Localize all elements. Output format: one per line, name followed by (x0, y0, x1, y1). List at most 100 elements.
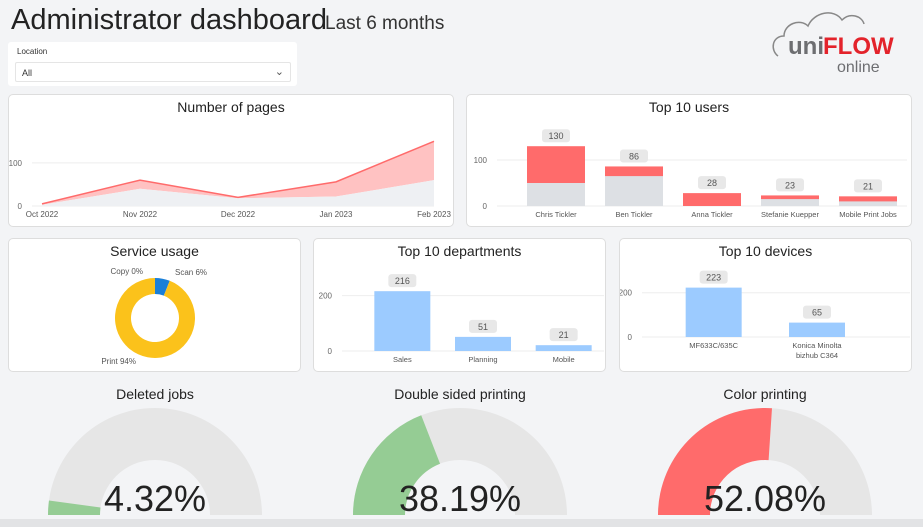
data-label-bg (854, 179, 882, 193)
x-tick-label: Mobile Print Jobs (839, 210, 897, 219)
gauge-value: 52.08% (704, 478, 826, 519)
slice-1 (155, 278, 170, 296)
gauge-fill (353, 415, 441, 515)
x-tick-label: Chris Tickler (535, 210, 577, 219)
data-label-bg (698, 176, 726, 190)
card-title: Top 10 departments (397, 243, 522, 259)
bar-base (761, 199, 819, 206)
x-tick-label: Jan 2023 (320, 210, 353, 219)
number-of-pages-chart: 0 100 Oct 2022 Nov 2022 Dec 2022 Jan 2023 Feb … (9, 140, 451, 219)
card-title: Top 10 devices (718, 243, 813, 259)
card-title: Service usage (110, 243, 199, 259)
data-label-bg (388, 274, 417, 288)
gauge-track (48, 408, 262, 515)
x-tick-label: Oct 2022 (26, 210, 59, 219)
bar-base (839, 201, 897, 206)
x-tick-label: MF633C/635C (689, 341, 738, 350)
bar (789, 322, 845, 337)
horizontal-scrollbar[interactable] (0, 519, 923, 527)
data-label-bg (776, 178, 804, 192)
data-label: 216 (395, 276, 410, 286)
x-tick-label: bizhub C364 (796, 351, 838, 360)
top-users-chart: 0 100 130 Chris Tickler 86 Ben Tickler 28 Anna … (474, 129, 907, 219)
gauge-value: 38.19% (399, 478, 521, 519)
top-devices-card: Top 10 devices 0 200 223 MF633C/635C 65 Konic… (619, 238, 912, 372)
data-label-bg (469, 319, 497, 333)
data-label: 51 (478, 322, 488, 332)
slice-label: Copy 0% (111, 267, 143, 276)
x-tick-label: Konica Minolta (792, 341, 842, 350)
gauges: 4.32% 38.19% 52.08% (48, 408, 872, 519)
y-tick-label: 100 (474, 156, 488, 165)
gauge-value: 4.32% (104, 478, 206, 519)
data-label-bg (699, 270, 728, 284)
location-select[interactable]: All ⌄ (15, 62, 291, 82)
y-tick-label: 0 (18, 202, 23, 211)
data-label-bg (542, 129, 570, 143)
y-tick-label: 200 (319, 292, 333, 301)
top-users-card: Top 10 users 0 100 130 Chris Tickler 86 Ben T… (466, 94, 912, 227)
bar-base (605, 176, 663, 206)
top-devices-chart: 0 200 223 MF633C/635C 65 Konica Minoltabizhub… (620, 270, 910, 360)
x-tick-label: Nov 2022 (123, 210, 158, 219)
location-value: All (22, 68, 33, 78)
slice-label: Print 94% (101, 357, 136, 366)
bar-base (527, 183, 585, 206)
location-label: Location (17, 47, 48, 56)
chevron-down-icon: ⌄ (274, 66, 284, 78)
logo-flow: FLOW (823, 33, 894, 60)
x-tick-label: Anna Tickler (691, 210, 733, 219)
data-label: 86 (629, 151, 639, 161)
gauge-fill (658, 408, 772, 515)
x-tick-label: Mobile (553, 355, 575, 364)
bar (683, 193, 741, 206)
data-label: 65 (812, 308, 822, 318)
card-title: Top 10 users (648, 99, 730, 115)
uniflow-logo: uni FLOW online (772, 12, 894, 76)
x-tick-label: Feb 2023 (417, 210, 451, 219)
page-subtitle: Last 6 months (325, 13, 445, 34)
x-tick-label: Ben Tickler (615, 210, 653, 219)
service-usage-card: Service usage Copy 0% Scan 6% Print 94% (8, 238, 301, 372)
logo-online: online (837, 59, 880, 76)
data-label: 21 (559, 330, 569, 340)
top-departments-chart: 0 200 216 Sales 51 Planning 21 Mobile (319, 274, 604, 364)
deleted-jobs-title: Deleted jobs (116, 386, 194, 402)
x-tick-label: Planning (468, 355, 497, 364)
slice-2 (115, 278, 195, 358)
data-label: 28 (707, 178, 717, 188)
x-tick-label: Sales (393, 355, 412, 364)
area-base (42, 180, 434, 206)
bar (685, 287, 742, 337)
data-label-bg (803, 305, 831, 319)
number-of-pages-card: Number of pages 0 100 Oct 2022 Nov 2022 Dec … (8, 94, 454, 227)
page-title: Administrator dashboard (11, 4, 327, 36)
y-tick-label: 200 (620, 289, 633, 298)
x-tick-label: Stefanie Kuepper (761, 210, 819, 219)
data-label: 130 (548, 131, 563, 141)
line-total (41, 140, 435, 205)
y-tick-label: 100 (9, 159, 23, 168)
location-filter: Location All ⌄ (8, 42, 297, 86)
x-tick-label: Dec 2022 (221, 210, 256, 219)
data-label: 223 (706, 273, 721, 283)
y-tick-label: 0 (328, 347, 333, 356)
double-sided-title: Double sided printing (394, 386, 526, 402)
color-printing-title: Color printing (723, 386, 807, 402)
logo-uni: uni (788, 33, 824, 60)
bar (839, 196, 897, 206)
data-label-bg (549, 328, 578, 342)
y-tick-label: 0 (628, 333, 633, 342)
top-departments-card: Top 10 departments 0 200 216 Sales 51 Plannin… (313, 238, 606, 372)
card-title: Number of pages (177, 99, 285, 115)
data-label: 23 (785, 180, 795, 190)
bar (455, 336, 511, 351)
data-label: 21 (863, 181, 873, 191)
service-usage-chart: Copy 0% Scan 6% Print 94% (101, 267, 207, 366)
slice-label: Scan 6% (175, 268, 207, 277)
bar (374, 291, 431, 351)
bar (535, 345, 592, 351)
gauge-fill (48, 500, 101, 515)
y-tick-label: 0 (483, 202, 488, 211)
area-total (42, 141, 434, 205)
